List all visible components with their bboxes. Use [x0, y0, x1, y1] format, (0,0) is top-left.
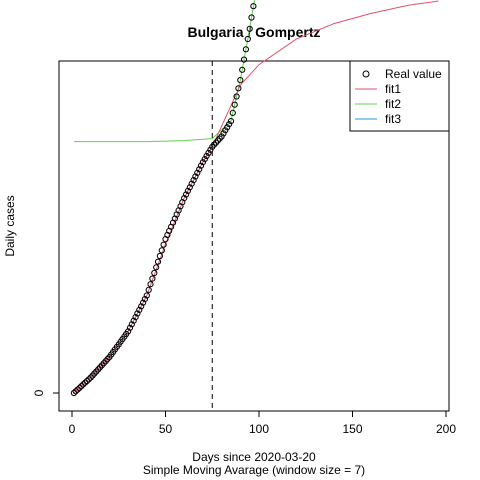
real-value-point	[220, 130, 227, 137]
chart-title: Bulgaria / Gompertz	[187, 24, 320, 40]
real-value-point	[211, 141, 218, 148]
real-value-point	[201, 156, 208, 163]
real-value-point	[72, 388, 79, 395]
real-value-point	[242, 46, 249, 53]
real-value-point	[199, 159, 206, 166]
real-value-point	[218, 133, 225, 140]
real-value-point	[100, 360, 107, 367]
real-value-point	[153, 264, 160, 271]
real-value-point	[231, 101, 238, 108]
y-tick-label: 0	[32, 389, 46, 396]
y-axis: 050001000015000200002500030000	[32, 389, 59, 396]
real-value-point	[104, 356, 111, 363]
real-value-point	[190, 177, 197, 184]
real-value-point	[138, 303, 145, 310]
real-value-point	[250, 3, 257, 10]
real-value-point	[240, 56, 248, 63]
real-value-point	[141, 296, 148, 303]
real-value-point	[227, 118, 235, 125]
x-tick-label: 100	[249, 422, 269, 436]
real-value-point	[147, 281, 154, 288]
real-value-point	[203, 152, 210, 160]
real-value-point	[154, 258, 162, 265]
real-value-point	[130, 317, 137, 324]
real-value-point	[83, 377, 91, 385]
real-value-point	[143, 292, 150, 299]
real-value-point	[239, 66, 246, 73]
real-value-point	[233, 93, 240, 100]
real-value-point	[149, 275, 156, 282]
real-value-point	[156, 252, 163, 260]
legend-real-value-marker	[362, 70, 370, 78]
real-value-point	[140, 299, 147, 306]
x-axis-label: Days since 2020-03-20	[192, 450, 316, 464]
plot-frame	[58, 60, 450, 412]
real-value-point	[132, 314, 139, 321]
real-value-point	[197, 162, 205, 169]
real-value-point	[186, 184, 193, 191]
real-value-point	[78, 383, 85, 390]
real-value-point	[188, 180, 195, 187]
real-value-point	[194, 169, 201, 176]
series-line-fit2	[73, 0, 255, 143]
real-value-point	[85, 376, 92, 383]
x-tick-label: 0	[69, 422, 76, 436]
x-tick-label: 50	[159, 422, 173, 436]
x-tick-label: 200	[436, 422, 456, 436]
y-axis-label: Daily cases	[3, 195, 17, 256]
real-value-point	[244, 35, 251, 43]
real-value-point	[237, 77, 244, 84]
real-value-point	[82, 379, 89, 386]
x-axis-sublabel: Simple Moving Avarage (window size = 7)	[143, 463, 365, 477]
legend-real-value-label: Real value	[385, 67, 442, 81]
real-value-point	[214, 137, 221, 144]
real-value-point	[126, 324, 134, 331]
real-value-point	[196, 166, 203, 173]
real-value-point	[134, 310, 141, 317]
real-value-point	[91, 370, 98, 377]
real-value-point	[246, 25, 253, 32]
legend-fit3-label: fit3	[385, 112, 401, 126]
real-value-point	[70, 389, 78, 397]
series-layer	[70, 0, 439, 397]
real-value-point	[158, 247, 165, 254]
real-value-point	[205, 149, 212, 156]
real-value-point	[192, 173, 199, 180]
real-value-point	[74, 386, 81, 393]
x-tick-label: 150	[342, 422, 362, 436]
real-value-point	[87, 374, 94, 381]
real-value-point	[160, 241, 167, 248]
legend-fit1-label: fit1	[385, 82, 401, 96]
series-line-fit1	[73, 0, 439, 394]
real-value-point	[235, 85, 242, 92]
real-value-point	[226, 121, 233, 128]
real-value-point	[128, 321, 135, 328]
real-value-point	[145, 286, 152, 293]
legend-fit2-label: fit2	[385, 97, 401, 111]
real-value-point	[184, 187, 191, 194]
x-axis: 0 50 100 150 200	[69, 411, 456, 436]
real-value-point	[183, 191, 190, 198]
real-value-point	[151, 269, 158, 277]
real-value-point	[80, 381, 87, 388]
real-value-point	[229, 109, 236, 117]
legend: Real value fit1 fit2 fit3	[349, 60, 450, 132]
real-value-point	[248, 14, 255, 21]
real-value-point	[95, 366, 102, 373]
real-value-point	[224, 124, 231, 131]
real-value-point	[76, 384, 83, 391]
real-value-point	[125, 328, 132, 335]
real-value-point	[181, 195, 188, 202]
real-value-point	[136, 306, 143, 313]
